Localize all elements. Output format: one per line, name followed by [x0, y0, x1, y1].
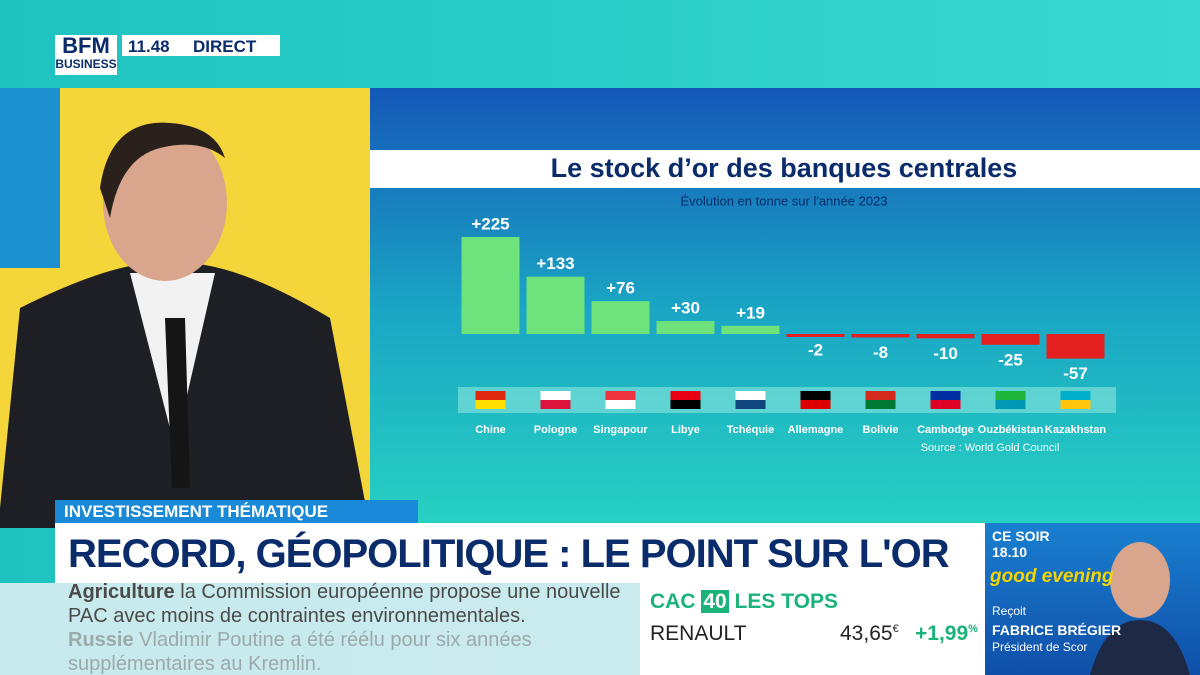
ticker-item: Agriculture la Commission européenne pro… — [68, 580, 633, 628]
ticker-item: Russie Vladimir Poutine a été réélu pour… — [68, 628, 633, 675]
category-label: Libye — [671, 424, 700, 436]
live-box — [122, 35, 280, 56]
title-bar — [370, 150, 1200, 188]
ticker-topic: Russie — [68, 629, 134, 651]
ticker-text: la Commission européenne propose une nou… — [68, 581, 621, 627]
bar — [916, 334, 975, 339]
category-label: Chine — [475, 424, 506, 436]
bar — [851, 334, 910, 338]
presenter — [0, 122, 370, 528]
category-label: Ouzbékistan — [978, 424, 1044, 436]
stock-price: 43,65€ — [840, 622, 899, 646]
logo-subtitle: BUSINESS — [55, 57, 117, 71]
market-index: CAC 40 LES TOPS — [650, 590, 838, 614]
category-label: Pologne — [534, 424, 577, 436]
clock: 11.48 — [128, 37, 170, 56]
tag-box — [55, 500, 418, 523]
market-heading: LES TOPS — [734, 590, 839, 613]
promo-time: 18.10 — [992, 544, 1028, 560]
currency: € — [892, 623, 899, 635]
category-label: Singapour — [593, 424, 648, 436]
flag — [735, 391, 766, 400]
ticker-text: Vladimir Poutine a été réélu pour six an… — [68, 629, 532, 675]
stock-change: +1,99% — [915, 622, 978, 646]
value-label: +76 — [606, 279, 635, 298]
bar — [526, 276, 585, 334]
show-name: good evening — [990, 566, 1114, 587]
studio-screen — [0, 88, 60, 268]
flag — [800, 400, 831, 409]
change-unit: % — [968, 623, 978, 635]
chart-panel: Le stock d’or des banques centrales Évol… — [370, 88, 1200, 528]
flag — [605, 391, 636, 400]
index-number: 40 — [701, 590, 729, 613]
flag — [670, 391, 701, 400]
flag — [1060, 391, 1091, 400]
value-label: -2 — [808, 340, 823, 359]
bar — [656, 321, 715, 334]
flag — [670, 400, 701, 409]
flag — [930, 391, 961, 400]
market-box — [640, 583, 985, 675]
value-label: -57 — [1063, 364, 1088, 383]
category-label: Tchéquie — [727, 424, 774, 436]
flag — [865, 391, 896, 400]
bar — [721, 325, 780, 334]
flag — [475, 400, 506, 409]
flag — [540, 391, 571, 400]
flag — [475, 391, 506, 400]
flag — [995, 391, 1026, 400]
category-label: Allemagne — [788, 424, 844, 436]
bar — [461, 237, 520, 334]
value-label: +133 — [536, 254, 574, 273]
bar — [591, 301, 650, 334]
flag — [800, 391, 831, 400]
value-label: -25 — [998, 350, 1023, 369]
guest-photo — [1090, 542, 1190, 675]
bar — [786, 334, 845, 337]
headline: RECORD, GÉOPOLITIQUE : LE POINT SUR L'OR — [68, 532, 950, 576]
value-label: +225 — [471, 214, 509, 233]
promo-when: CE SOIR — [992, 528, 1050, 544]
source: Source : World Gold Council — [921, 442, 1060, 454]
category-label: Bolivie — [862, 424, 898, 436]
flag — [1060, 400, 1091, 409]
guest-role: Président de Scor — [992, 640, 1088, 654]
value-label: -8 — [873, 343, 888, 362]
value-label: +19 — [736, 303, 765, 322]
guest-name: FABRICE BRÉGIER — [992, 622, 1122, 638]
flag — [605, 400, 636, 409]
chart-title: Le stock d’or des banques centrales — [551, 153, 1018, 183]
value-label: +30 — [671, 299, 700, 318]
ticker-box — [0, 583, 640, 675]
flag — [540, 400, 571, 409]
flag — [930, 400, 961, 409]
headline-box — [55, 523, 985, 583]
bar — [1046, 334, 1105, 359]
logo-box — [55, 35, 117, 75]
stock-name: RENAULT — [650, 622, 747, 645]
live-label: DIRECT — [193, 37, 257, 56]
category-label: Cambodge — [917, 424, 974, 436]
tag: INVESTISSEMENT THÉMATIQUE — [64, 502, 329, 521]
promo-receives: Reçoit — [992, 604, 1027, 618]
flag — [735, 400, 766, 409]
category-label: Kazakhstan — [1045, 424, 1106, 436]
ticker-topic: Agriculture — [68, 581, 175, 603]
flag — [865, 400, 896, 409]
flag — [995, 400, 1026, 409]
value-label: -10 — [933, 344, 958, 363]
logo: BFM — [62, 33, 110, 58]
change: +1,99 — [915, 622, 969, 645]
chart-subtitle: Évolution en tonne sur l'année 2023 — [680, 193, 887, 208]
price: 43,65 — [840, 622, 893, 645]
index-name: CAC — [650, 590, 696, 613]
bar — [981, 334, 1040, 345]
